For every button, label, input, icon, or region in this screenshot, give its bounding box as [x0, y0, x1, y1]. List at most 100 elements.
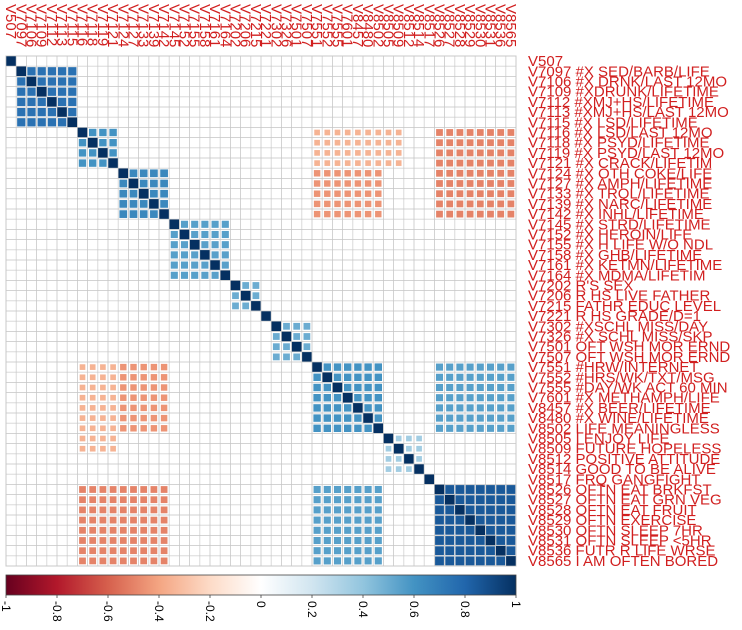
correlation-cell	[30, 386, 33, 389]
correlation-cell	[71, 213, 74, 215]
correlation-cell	[214, 152, 216, 154]
correlation-cell	[140, 496, 148, 504]
correlation-cell	[81, 70, 84, 73]
correlation-cell	[428, 335, 431, 338]
correlation-cell	[150, 384, 158, 391]
correlation-cell	[397, 529, 400, 532]
correlation-cell	[36, 86, 47, 97]
correlation-cell	[78, 138, 87, 147]
correlation-cell	[408, 131, 410, 134]
correlation-cell	[163, 162, 165, 164]
correlation-cell	[183, 182, 186, 185]
correlation-cell	[129, 200, 138, 208]
correlation-cell	[40, 447, 43, 450]
correlation-cell	[487, 169, 494, 177]
correlation-cell	[130, 506, 137, 514]
correlation-cell	[446, 404, 454, 412]
correlation-cell	[408, 345, 410, 348]
correlation-cell	[61, 488, 63, 491]
correlation-cell	[81, 233, 84, 236]
correlation-cell	[306, 376, 308, 379]
correlation-cell	[214, 294, 216, 297]
correlation-cell	[10, 182, 12, 185]
correlation-cell	[487, 159, 494, 167]
correlation-cell	[283, 343, 290, 351]
correlation-cell	[479, 315, 482, 317]
correlation-cell	[336, 243, 339, 246]
correlation-cell	[193, 447, 196, 450]
correlation-cell	[344, 139, 351, 146]
correlation-cell	[71, 560, 74, 562]
correlation-cell	[40, 458, 43, 460]
correlation-cell	[306, 172, 308, 175]
correlation-cell	[397, 294, 400, 297]
correlation-cell	[326, 80, 329, 83]
correlation-cell	[476, 404, 484, 412]
correlation-cell	[244, 468, 247, 470]
correlation-cell	[40, 427, 43, 430]
correlation-cell	[387, 305, 390, 307]
correlation-cell	[173, 488, 176, 491]
correlation-cell	[344, 526, 352, 534]
correlation-cell	[265, 488, 267, 491]
correlation-cell	[479, 101, 482, 103]
correlation-cell	[487, 139, 494, 147]
correlation-cell	[40, 274, 43, 277]
correlation-cell	[364, 536, 372, 545]
correlation-cell	[354, 547, 362, 555]
correlation-cell	[275, 539, 278, 542]
correlation-cell	[10, 427, 12, 430]
correlation-cell	[204, 478, 206, 481]
correlation-cell	[387, 427, 390, 430]
correlation-cell	[204, 437, 206, 440]
correlation-cell	[367, 345, 369, 348]
correlation-cell	[285, 407, 288, 409]
correlation-cell	[255, 172, 257, 175]
correlation-cell	[489, 80, 492, 83]
correlation-cell	[91, 315, 94, 317]
correlation-cell	[142, 458, 145, 460]
correlation-cell	[316, 80, 318, 83]
correlation-cell	[387, 264, 390, 266]
correlation-cell	[122, 141, 125, 144]
correlation-cell	[193, 101, 196, 103]
correlation-cell	[81, 121, 84, 124]
correlation-cell	[489, 101, 492, 103]
correlation-cell	[336, 447, 339, 450]
correlation-cell	[234, 478, 237, 481]
correlation-cell	[285, 80, 288, 83]
correlation-cell	[40, 131, 43, 134]
correlation-cell	[30, 407, 33, 409]
correlation-cell	[153, 458, 155, 460]
correlation-cell	[357, 294, 359, 297]
correlation-cell	[112, 70, 114, 73]
correlation-cell	[374, 496, 382, 504]
correlation-cell	[102, 203, 104, 205]
correlation-cell	[285, 498, 288, 501]
correlation-cell	[448, 264, 451, 266]
correlation-cell	[79, 526, 86, 534]
correlation-cell	[204, 376, 206, 379]
correlation-cell	[61, 549, 63, 552]
correlation-cell	[119, 179, 128, 188]
correlation-cell	[275, 182, 278, 185]
correlation-cell	[183, 172, 186, 175]
correlation-cell	[367, 60, 369, 62]
correlation-cell	[244, 529, 247, 532]
correlation-cell	[486, 383, 495, 392]
correlation-cell	[265, 519, 267, 521]
correlation-cell	[265, 131, 267, 134]
correlation-cell	[408, 560, 410, 562]
correlation-cell	[333, 526, 342, 534]
correlation-cell	[428, 264, 431, 266]
correlation-cell	[20, 152, 23, 154]
correlation-cell	[510, 233, 512, 236]
correlation-cell	[326, 60, 329, 62]
correlation-cell	[479, 274, 482, 277]
correlation-cell	[61, 529, 63, 532]
correlation-cell	[51, 274, 53, 277]
correlation-cell	[408, 243, 410, 246]
correlation-cell	[204, 386, 206, 389]
correlation-cell	[355, 160, 361, 166]
correlation-cell	[354, 536, 362, 545]
